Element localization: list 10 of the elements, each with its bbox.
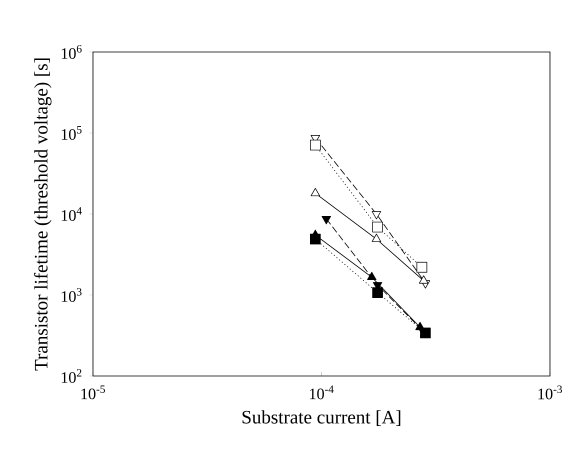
x-axis-title: Substrate current [A] [242, 410, 400, 426]
y-tick-label: 10$^{3}$ [62, 288, 82, 302]
x-tick-label: 10$^{-3}$ [538, 386, 562, 400]
y-axis-title: Transistor lifetime (threshold voltage) [s] [34, 58, 52, 371]
x-tick-label: 10$^{-5}$ [81, 386, 105, 400]
x-tick-label: 10$^{-4}$ [310, 386, 334, 400]
y-tick-label: 10$^{5}$ [62, 126, 82, 140]
y-tick-label: 10$^{6}$ [62, 45, 82, 59]
y-tick-label: 10$^{4}$ [62, 207, 82, 221]
y-tick-label: 10$^{2}$ [62, 369, 82, 383]
